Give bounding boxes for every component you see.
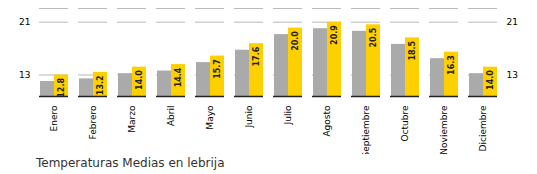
svg-text:Septiembre: Septiembre — [361, 105, 371, 154]
svg-text:20.0: 20.0 — [291, 31, 300, 51]
svg-text:21: 21 — [507, 17, 518, 27]
svg-text:Julio: Julio — [283, 105, 293, 125]
svg-text:14.0: 14.0 — [486, 70, 495, 90]
svg-text:Febrero: Febrero — [88, 105, 98, 139]
html-text:Temperaturas Medias en lebrija: Temperaturas Medias en lebrija — [36, 156, 225, 170]
svg-text:20.9: 20.9 — [330, 25, 339, 45]
svg-text:17.6: 17.6 — [252, 46, 261, 66]
svg-text:21: 21 — [19, 17, 30, 27]
svg-text:Junio: Junio — [244, 105, 254, 129]
svg-text:16.3: 16.3 — [447, 55, 456, 75]
svg-text:14.4: 14.4 — [174, 67, 183, 87]
svg-text:Agosto: Agosto — [322, 105, 332, 137]
svg-text:13: 13 — [19, 70, 30, 80]
svg-text:12.8: 12.8 — [57, 78, 66, 98]
svg-text:13.2: 13.2 — [96, 75, 105, 95]
svg-text:Marzo: Marzo — [127, 105, 137, 133]
svg-text:Noviembre: Noviembre — [439, 105, 449, 154]
svg-text:Octubre: Octubre — [400, 105, 410, 141]
svg-text:20.5: 20.5 — [369, 27, 378, 47]
svg-text:13: 13 — [507, 70, 518, 80]
svg-text:15.7: 15.7 — [213, 59, 222, 79]
svg-text:Abril: Abril — [166, 106, 176, 127]
svg-text:Diciembre: Diciembre — [478, 105, 488, 151]
svg-text:Enero: Enero — [49, 105, 59, 131]
svg-text:14.0: 14.0 — [135, 70, 144, 90]
svg-text:Mayo: Mayo — [205, 105, 215, 130]
svg-text:18.5: 18.5 — [408, 40, 417, 60]
